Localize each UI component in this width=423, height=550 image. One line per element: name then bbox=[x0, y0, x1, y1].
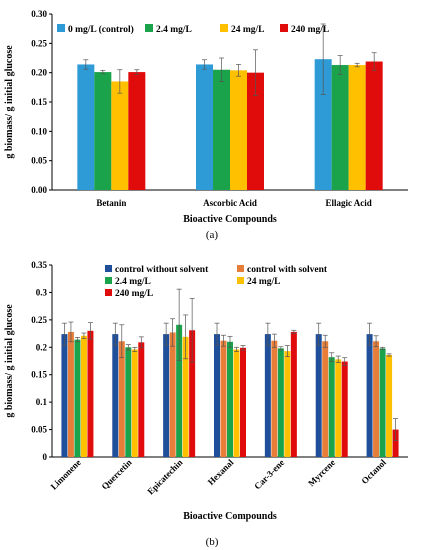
bar bbox=[214, 334, 220, 457]
chart-panel-a: 0.00 0.05 0.10 0.15 0.20 0.25 0.30 Betanin Ascor… bbox=[4, 9, 408, 225]
bar bbox=[80, 335, 87, 457]
bar bbox=[284, 351, 291, 457]
bar bbox=[366, 334, 373, 457]
legend-swatch bbox=[105, 265, 112, 272]
bar bbox=[240, 347, 246, 457]
legend-label: 240 mg/L bbox=[115, 289, 153, 299]
bar bbox=[328, 357, 335, 457]
legend-label: 0 mg/L (control) bbox=[68, 24, 134, 35]
bar bbox=[335, 359, 342, 457]
bar bbox=[77, 64, 95, 190]
bar bbox=[128, 72, 146, 190]
bar bbox=[163, 334, 170, 457]
bar bbox=[118, 341, 125, 457]
y-tick-label: 0.10 bbox=[31, 126, 47, 136]
bar bbox=[233, 349, 240, 457]
y-tick-label: 0.2 bbox=[36, 342, 48, 352]
bar bbox=[392, 429, 399, 457]
bar bbox=[315, 334, 322, 457]
bar bbox=[341, 361, 348, 457]
bar bbox=[386, 354, 393, 457]
y-tick-label: 0.25 bbox=[31, 38, 47, 48]
bar bbox=[277, 348, 284, 457]
bar bbox=[138, 342, 145, 457]
bar bbox=[176, 324, 183, 457]
y-axis-label: g biomass/ g initial glucose bbox=[4, 45, 15, 159]
bar bbox=[131, 349, 138, 457]
bar bbox=[182, 336, 189, 457]
bar bbox=[373, 341, 380, 457]
bar bbox=[94, 72, 112, 190]
y-tick-label: 0.05 bbox=[31, 156, 47, 166]
y-axis-label: g biomass/ g initial glucose bbox=[4, 304, 15, 418]
x-tick-label: Ellagic Acid bbox=[326, 198, 372, 208]
bar bbox=[213, 69, 230, 190]
bar bbox=[290, 331, 297, 457]
bar bbox=[87, 330, 94, 457]
bar bbox=[112, 334, 119, 457]
legend-swatch bbox=[145, 24, 153, 32]
legend-label: 24 mg/L bbox=[247, 277, 281, 287]
bar bbox=[196, 64, 213, 190]
bar bbox=[365, 61, 383, 190]
legend-label: control with solvent bbox=[247, 265, 328, 275]
y-tick-label: 0.30 bbox=[31, 9, 47, 19]
y-tick-label: 0.3 bbox=[36, 287, 48, 297]
x-tick-label: Limonene bbox=[49, 457, 83, 491]
bar bbox=[247, 72, 264, 190]
legend-swatch bbox=[280, 24, 288, 32]
x-tick-label: Quercetin bbox=[100, 457, 134, 491]
legend-swatch bbox=[105, 277, 112, 284]
y-tick-label: 0.15 bbox=[31, 97, 47, 107]
legend-swatch bbox=[237, 265, 244, 272]
bar bbox=[61, 334, 68, 457]
chart-panel-b: 0 0.05 0.1 0.15 0.2 0.25 0.3 0.35 Limonene Querce… bbox=[4, 260, 408, 522]
bar bbox=[271, 340, 278, 457]
bar bbox=[169, 332, 176, 457]
legend-swatch bbox=[220, 24, 228, 32]
x-axis-label: Bioactive Compounds bbox=[183, 214, 277, 225]
bar bbox=[264, 334, 271, 457]
legend-label: 240 mg/L bbox=[291, 25, 329, 35]
bar bbox=[314, 59, 332, 190]
x-axis-label: Bioactive Compounds bbox=[183, 511, 277, 522]
y-tick-label: 0.1 bbox=[36, 397, 48, 407]
y-tick-label: 0 bbox=[43, 452, 48, 462]
y-tick-label: 0.20 bbox=[31, 68, 47, 78]
x-tick-label: Betanin bbox=[96, 198, 126, 208]
bar bbox=[348, 65, 366, 190]
bar bbox=[227, 341, 233, 457]
x-tick-label: Hexanal bbox=[206, 457, 236, 487]
x-tick-label: Car-3-ene bbox=[252, 457, 286, 491]
bar bbox=[379, 348, 386, 457]
y-tick-label: 0.25 bbox=[31, 315, 47, 325]
bar bbox=[230, 70, 247, 190]
bar bbox=[67, 331, 74, 457]
bar bbox=[220, 340, 227, 457]
bar bbox=[74, 339, 81, 457]
bar bbox=[125, 347, 132, 457]
legend-label: control without solvent bbox=[115, 265, 209, 275]
bar bbox=[111, 81, 129, 190]
y-tick-label: 0.00 bbox=[31, 185, 47, 195]
bar bbox=[189, 330, 196, 457]
y-tick-label: 0.15 bbox=[31, 370, 47, 380]
caption-a: (a) bbox=[206, 229, 219, 241]
legend-swatch bbox=[105, 289, 112, 296]
x-tick-label: Epicatechin bbox=[145, 457, 184, 496]
x-tick-label: Myrcene bbox=[306, 457, 337, 488]
x-tick-label: Octanol bbox=[359, 457, 388, 486]
legend-label: 2.4 mg/L bbox=[115, 277, 151, 287]
bar bbox=[322, 341, 329, 457]
y-tick-label: 0.05 bbox=[31, 425, 47, 435]
caption-b: (b) bbox=[206, 536, 219, 548]
bar bbox=[331, 65, 349, 190]
legend-label: 2.4 mg/L bbox=[156, 25, 192, 35]
x-tick-label: Ascorbic Acid bbox=[203, 198, 257, 208]
legend-swatch bbox=[57, 24, 65, 32]
legend-label: 24 mg/L bbox=[231, 25, 265, 35]
y-tick-label: 0.35 bbox=[31, 260, 47, 270]
legend-swatch bbox=[237, 277, 244, 284]
